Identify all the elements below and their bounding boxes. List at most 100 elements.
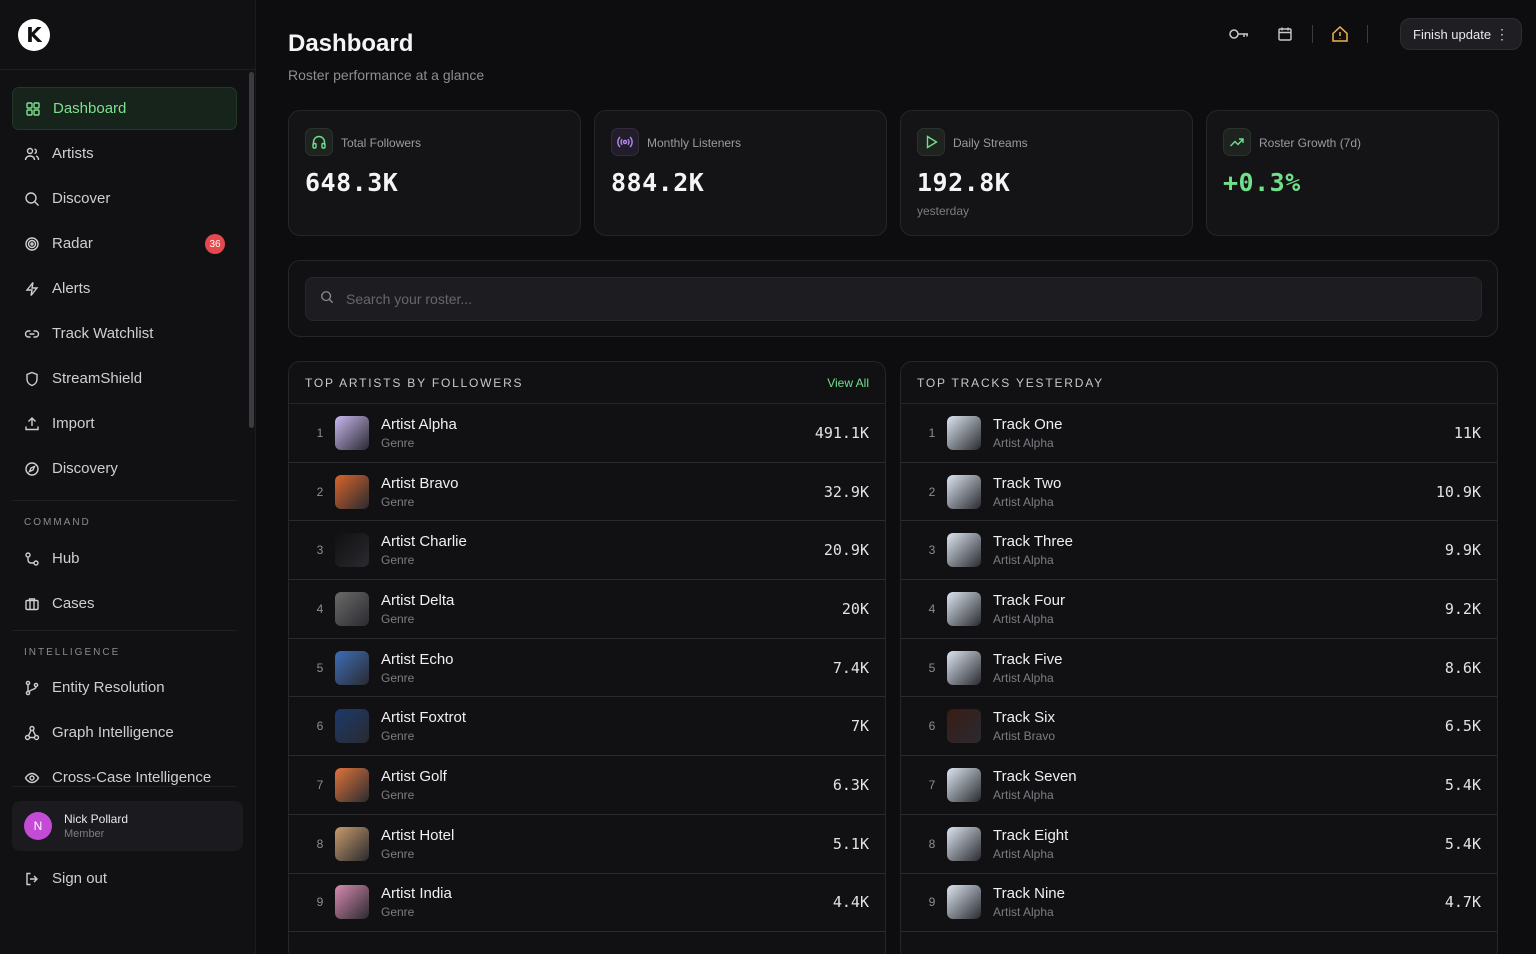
sidebar-item-import[interactable]: Import	[12, 402, 237, 445]
row-text: Artist Bravo Genre	[381, 475, 824, 509]
row-title[interactable]: Track Nine	[993, 885, 1065, 903]
row-subtitle: Genre	[381, 846, 415, 861]
row-title[interactable]: Track Three	[993, 533, 1074, 551]
user-card[interactable]: N Nick Pollard Member	[12, 801, 243, 851]
section-label-intelligence: INTELLIGENCE	[24, 647, 121, 658]
home-alert-icon[interactable]	[1327, 22, 1353, 46]
row-text: Artist Hotel Genre	[381, 827, 833, 861]
sidebar-item-track-watchlist[interactable]: Track Watchlist	[12, 312, 237, 355]
table-row[interactable]: 6 Track Six Artist Bravo 6.5K	[901, 697, 1497, 757]
row-rank: 6	[316, 719, 324, 734]
table-row[interactable]: 3 Track Three Artist Alpha 9.9K	[901, 521, 1497, 581]
key-icon[interactable]	[1226, 22, 1252, 46]
row-title[interactable]: Artist Golf	[381, 767, 447, 785]
row-title[interactable]: Artist India	[381, 885, 452, 903]
sign-out-label: Sign out	[52, 870, 108, 887]
table-row[interactable]: 3 Artist Charlie Genre 20.9K	[289, 521, 885, 581]
table-row[interactable]: 7 Track Seven Artist Alpha 5.4K	[901, 756, 1497, 815]
row-subtitle: Genre	[381, 670, 415, 685]
search-input[interactable]	[346, 291, 1446, 307]
row-subtitle: Artist Alpha	[993, 670, 1054, 685]
row-rank: 1	[928, 425, 936, 440]
sidebar-scrollbar[interactable]	[249, 72, 254, 428]
row-title[interactable]: Track Four	[993, 591, 1065, 609]
row-text: Artist Echo Genre	[381, 651, 833, 685]
row-title[interactable]: Artist Alpha	[381, 415, 457, 433]
app-logo[interactable]: K	[18, 18, 50, 51]
row-value: 7K	[850, 717, 869, 736]
row-title[interactable]: Artist Delta	[381, 591, 455, 609]
sidebar-item-hub[interactable]: Hub	[12, 537, 237, 580]
broadcast-icon	[611, 128, 639, 156]
sidebar-item-radar[interactable]: Radar 36	[12, 222, 237, 265]
panel-header: TOP ARTISTS BY FOLLOWERS View All	[289, 362, 885, 404]
row-title[interactable]: Artist Echo	[381, 650, 454, 668]
sidebar-item-cross-case-intelligence[interactable]: Cross-Case Intelligence	[12, 756, 237, 799]
row-rank: 5	[928, 660, 936, 675]
table-row[interactable]: 9 Artist India Genre 4.4K	[289, 874, 885, 933]
sidebar-item-streamshield[interactable]: StreamShield	[12, 357, 237, 400]
bolt-icon	[24, 281, 40, 297]
more-vertical-icon[interactable]: ⋮	[1495, 26, 1509, 42]
cover-thumbnail	[947, 709, 981, 744]
row-title[interactable]: Track Two	[993, 474, 1062, 492]
stat-value: 648.3K	[305, 168, 399, 197]
trending-up-icon	[1223, 128, 1251, 156]
row-title[interactable]: Track Eight	[993, 826, 1069, 844]
table-row[interactable]: 6 Artist Foxtrot Genre 7K	[289, 697, 885, 757]
table-row[interactable]: 9 Track Nine Artist Alpha 4.7K	[901, 874, 1497, 933]
table-row[interactable]: 8 Artist Hotel Genre 5.1K	[289, 815, 885, 874]
finish-update-button[interactable]: Finish update ⋮	[1400, 18, 1522, 50]
stat-label: Roster Growth (7d)	[1259, 136, 1362, 150]
table-row[interactable]: 2 Artist Bravo Genre 32.9K	[289, 463, 885, 522]
logo-area: K	[0, 0, 255, 70]
row-title[interactable]: Track One	[993, 415, 1063, 433]
row-title[interactable]: Track Seven	[993, 767, 1077, 785]
sidebar-item-label: Discovery	[52, 460, 118, 477]
header-toolbar	[1226, 22, 1382, 46]
sidebar-item-label: Entity Resolution	[52, 679, 165, 696]
row-title[interactable]: Track Six	[993, 709, 1055, 727]
row-title[interactable]: Artist Hotel	[381, 826, 455, 844]
table-row[interactable]: 8 Track Eight Artist Alpha 5.4K	[901, 815, 1497, 874]
table-row[interactable]: 7 Artist Golf Genre 6.3K	[289, 756, 885, 815]
row-text: Artist Alpha Genre	[381, 416, 815, 450]
row-value: 20K	[841, 599, 869, 618]
table-row[interactable]: 4 Track Four Artist Alpha 9.2K	[901, 580, 1497, 639]
toolbar-divider	[1367, 25, 1368, 43]
sidebar-item-cases[interactable]: Cases	[12, 582, 237, 625]
search-box[interactable]	[305, 277, 1482, 321]
row-title[interactable]: Artist Foxtrot	[381, 709, 467, 727]
table-row[interactable]: 1 Artist Alpha Genre 491.1K	[289, 404, 885, 463]
cover-thumbnail	[335, 415, 369, 450]
row-value: 11K	[1453, 423, 1481, 442]
sign-out-button[interactable]: Sign out	[12, 857, 237, 900]
calendar-icon[interactable]	[1272, 22, 1298, 46]
sidebar-item-artists[interactable]: Artists	[12, 132, 237, 175]
table-row[interactable]: 5 Artist Echo Genre 7.4K	[289, 639, 885, 698]
sidebar-item-discovery[interactable]: Discovery	[12, 447, 237, 490]
row-text: Track Eight Artist Alpha	[993, 827, 1445, 861]
toolbar-divider	[1312, 25, 1313, 43]
sidebar-item-dashboard[interactable]: Dashboard	[12, 87, 237, 130]
sidebar-item-label: Artists	[52, 145, 94, 162]
stat-value: +0.3%	[1223, 168, 1301, 197]
sidebar-item-graph-intelligence[interactable]: Graph Intelligence	[12, 711, 237, 754]
table-row[interactable]: 1 Track One Artist Alpha 11K	[901, 404, 1497, 463]
sidebar-divider	[12, 500, 237, 501]
page-title: Dashboard	[288, 30, 414, 57]
row-title[interactable]: Track Five	[993, 650, 1063, 668]
row-title[interactable]: Artist Bravo	[381, 474, 459, 492]
sidebar-item-alerts[interactable]: Alerts	[12, 267, 237, 310]
view-all-link[interactable]: View All	[827, 375, 869, 390]
row-rank: 8	[928, 836, 936, 851]
sidebar-item-entity-resolution[interactable]: Entity Resolution	[12, 666, 237, 709]
top-artists-panel: TOP ARTISTS BY FOLLOWERS View All 1 Artis…	[288, 361, 886, 954]
row-title[interactable]: Artist Charlie	[381, 533, 467, 551]
stat-label: Daily Streams	[953, 136, 1028, 150]
table-row[interactable]: 4 Artist Delta Genre 20K	[289, 580, 885, 639]
sidebar-item-discover[interactable]: Discover	[12, 177, 237, 220]
table-row[interactable]: 2 Track Two Artist Alpha 10.9K	[901, 463, 1497, 522]
table-row[interactable]: 5 Track Five Artist Alpha 8.6K	[901, 639, 1497, 698]
row-subtitle: Artist Bravo	[993, 729, 1056, 744]
